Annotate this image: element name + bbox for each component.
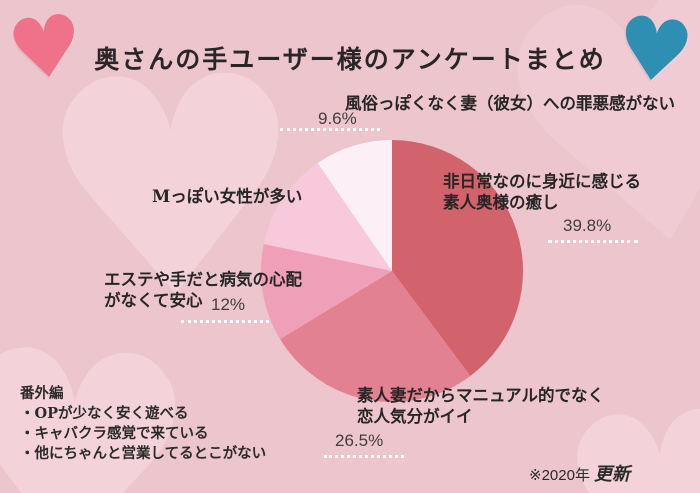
label-amateur-wife-line1: 素人妻だからマニュアル的でなく <box>357 386 605 405</box>
dotted-underline <box>280 128 380 131</box>
label-no-guilt: 風俗っぽくなく妻（彼女）への罪悪感がない <box>345 94 675 113</box>
pie-slice-4 <box>317 140 392 271</box>
label-esthetic-line2: がなくて安心 <box>104 291 203 310</box>
label-healing: 非日常なのに身近に感じる 素人奥様の癒し <box>443 171 641 213</box>
dotted-underline <box>324 455 404 458</box>
update-note: ※2020年 更新 <box>529 460 630 486</box>
percent-no-guilt: 9.6% <box>318 109 357 128</box>
page-title: 奥さんの手ユーザー様のアンケートまとめ <box>94 46 606 74</box>
update-year: ※2020年 <box>529 467 590 484</box>
pie-slice-0 <box>392 140 524 377</box>
percent-amateur-wife: 26.5% <box>335 431 384 450</box>
pie-slice-1 <box>280 271 471 403</box>
label-amateur-wife: 素人妻だからマニュアル的でなく 恋人気分がイイ <box>357 385 604 427</box>
dotted-underline <box>181 320 269 323</box>
extras-item: ・キャバクラ感覚で来ている <box>20 425 209 442</box>
dotted-underline <box>548 240 638 243</box>
label-masochist: Mっぽい女性が多い <box>152 187 303 206</box>
extras-item: ・他にちゃんと営業してるとこがない <box>20 445 267 462</box>
extras-heading: 番外編 <box>20 385 64 402</box>
percent-healing: 39.8% <box>563 216 612 235</box>
pie-chart-svg <box>261 140 524 403</box>
update-word: 更新 <box>593 464 630 485</box>
extras-block: 番外編 ・OPが少なく安く遊べる ・キャバクラ感覚で来ている ・他にちゃんと営業… <box>20 384 266 464</box>
label-healing-line2: 素人奥様の癒し <box>443 193 559 212</box>
pie-chart <box>242 121 542 421</box>
label-healing-line1: 非日常なのに身近に感じる <box>443 172 641 191</box>
label-esthetic-line1: エステや手だと病気の心配 <box>104 270 302 289</box>
percent-esthetic: 12% <box>211 295 246 314</box>
label-amateur-wife-line2: 恋人気分がイイ <box>357 407 473 426</box>
label-esthetic: エステや手だと病気の心配 がなくて安心 <box>104 269 302 311</box>
pie-slice-2 <box>261 244 392 340</box>
extras-item: ・OPが少なく安く遊べる <box>20 405 189 422</box>
pie-slice-3 <box>263 163 392 271</box>
